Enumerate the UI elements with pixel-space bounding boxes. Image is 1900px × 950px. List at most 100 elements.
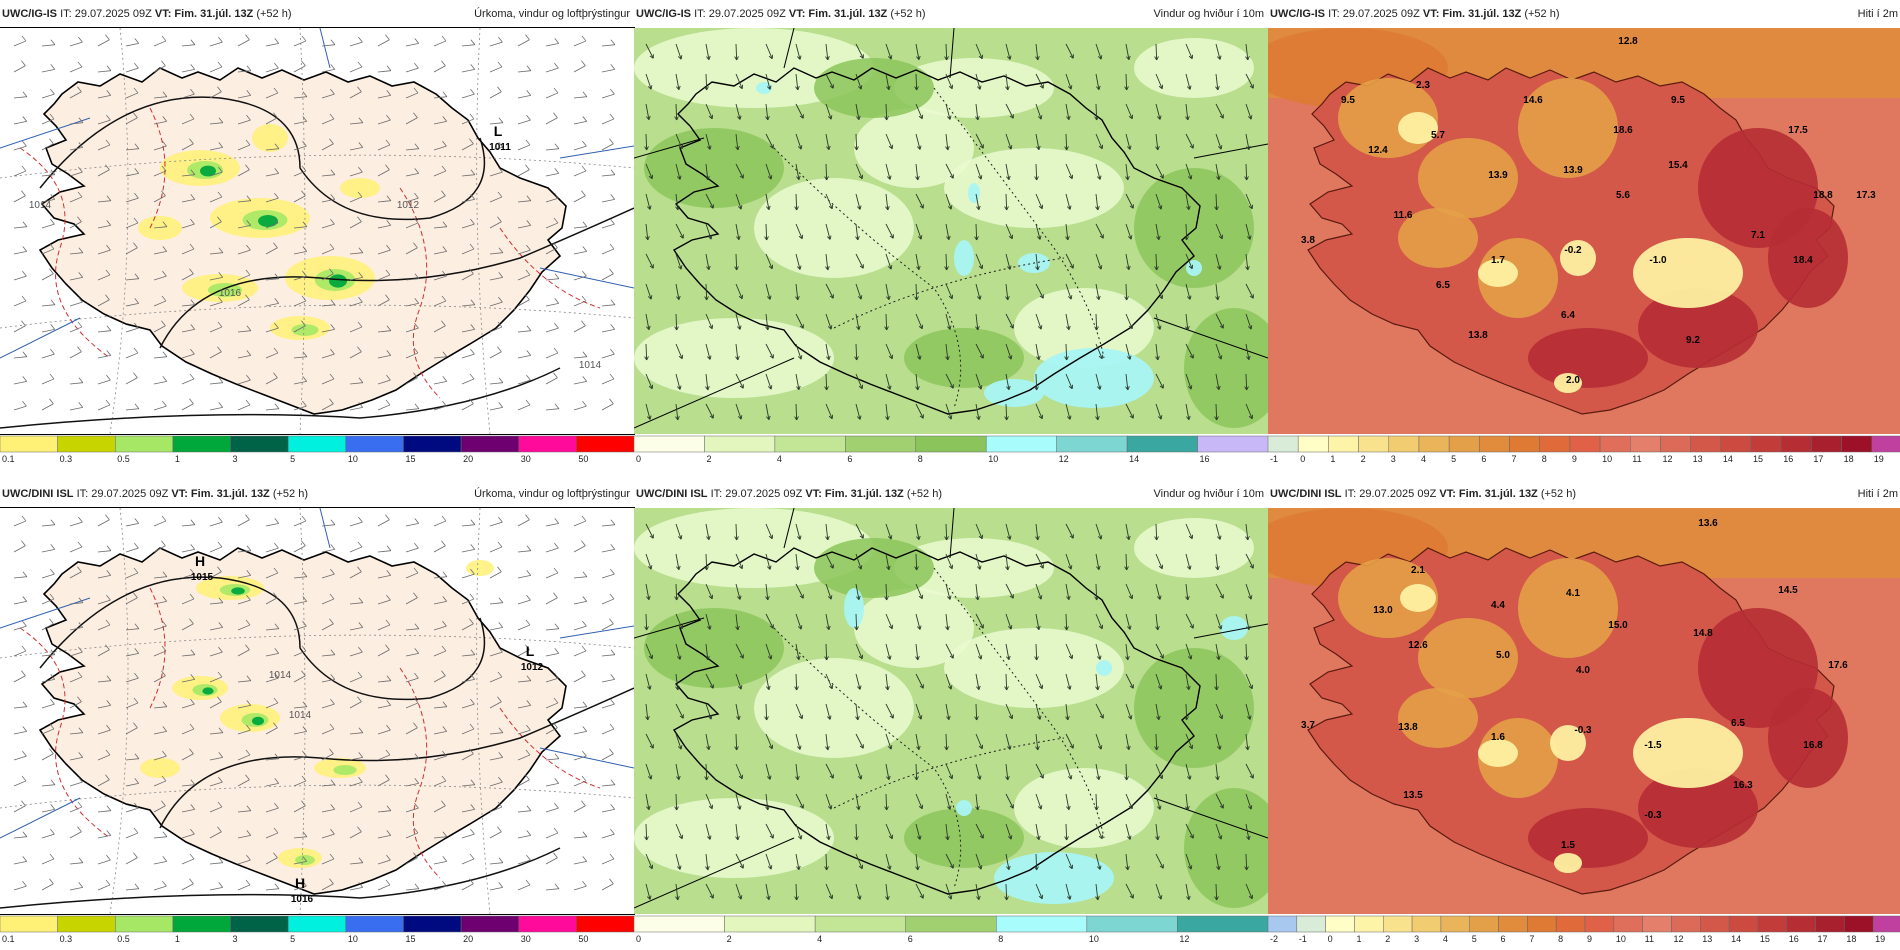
legend-swatch <box>518 915 577 933</box>
temp-hot-area <box>1638 288 1758 368</box>
legend-label: 6 <box>847 454 852 464</box>
svg-text:1014: 1014 <box>269 670 292 681</box>
lat-lon-grid <box>0 28 634 434</box>
wind-strong-area <box>1134 648 1254 768</box>
temp-cold-area <box>1560 240 1596 276</box>
wind-gust-area <box>968 183 980 203</box>
temp-value-label: 13.9 <box>1488 170 1508 181</box>
temp-mid-area <box>1398 688 1478 748</box>
wind-light-area <box>754 658 914 758</box>
legend-label: 7 <box>1512 454 1517 464</box>
svg-text:1015: 1015 <box>191 572 214 583</box>
legend-swatch <box>1700 915 1730 933</box>
legend-label: 12 <box>1179 934 1189 944</box>
precip-blob <box>138 216 182 240</box>
legend-swatch <box>1498 915 1528 933</box>
wind-light-area <box>1014 768 1154 848</box>
temp-cold-area <box>1554 373 1582 393</box>
temp-value-label: 17.5 <box>1788 125 1808 136</box>
legend-swatch <box>403 915 462 933</box>
temp-value-label: 18.8 <box>1813 190 1833 201</box>
precip-blob <box>252 124 288 152</box>
legend-swatch <box>0 915 58 933</box>
pressure-label: 1016 <box>219 288 242 299</box>
legend-label: 16 <box>1200 454 1210 464</box>
legend-label: 11 <box>1632 454 1641 464</box>
legend-label: 4 <box>817 934 822 944</box>
precip-blob <box>340 178 380 198</box>
wind-light-area <box>1134 38 1254 98</box>
legend-swatch <box>518 435 577 453</box>
legend-label: 13 <box>1693 454 1703 464</box>
legend-label: 9 <box>1572 454 1577 464</box>
wind-gust-area <box>1034 348 1154 408</box>
run-info: UWC/IG-IS IT: 29.07.2025 09Z VT: Fim. 31… <box>1270 8 1560 20</box>
iceland-coastline <box>672 67 1201 415</box>
precip-blob-core <box>252 716 264 726</box>
legend-label: 8 <box>998 934 1003 944</box>
legend-label: 5 <box>1472 934 1477 944</box>
lead-time: (+52 h) <box>890 8 926 20</box>
init-time: IT: 29.07.2025 09Z <box>76 488 169 500</box>
legend-bar: -1 0 1 2 3 4 5 6 7 8 9 10 11 12 13 14 15 16 17 18 19 <box>1268 434 1900 466</box>
legend-swatch <box>1630 435 1661 453</box>
wind-light-area <box>854 588 974 668</box>
legend-label: 15 <box>405 934 415 944</box>
legend-swatch <box>996 915 1088 933</box>
legend-label: 0.5 <box>117 934 130 944</box>
lat-lon-grid <box>0 508 634 914</box>
color-legend: 0.1 0.3 0.5 1 3 5 10 15 20 30 50 <box>0 435 634 464</box>
wind-gust-area <box>984 379 1044 407</box>
legend-label: 15 <box>1753 454 1763 464</box>
temp-value-label: 3.8 <box>1301 235 1315 246</box>
legend-label: 50 <box>578 934 588 944</box>
legend-swatch <box>1469 915 1499 933</box>
temp-value-label: 16.8 <box>1803 740 1823 751</box>
legend-label: 0.5 <box>117 454 130 464</box>
valid-label: VT: <box>805 488 822 500</box>
legend-swatch <box>1056 435 1128 453</box>
legend-label: -1 <box>1299 934 1307 944</box>
temp-value-label: 4.1 <box>1566 588 1580 599</box>
precip-blob-core <box>231 587 245 595</box>
legend-swatch <box>230 915 289 933</box>
legend-swatch <box>1388 435 1420 453</box>
run-info: UWC/IG-IS IT: 29.07.2025 09Z VT: Fim. 31… <box>636 8 926 20</box>
legend-label: 6 <box>1501 934 1506 944</box>
temp-mid-area <box>1398 208 1478 268</box>
panel-wind-dini: UWC/DINI ISL IT: 29.07.2025 09Z VT: Fim.… <box>634 480 1268 950</box>
legend-swatch <box>115 915 174 933</box>
legend-label: 3 <box>233 934 238 944</box>
legend-label: 6 <box>908 934 913 944</box>
temp-value-label: 4.4 <box>1491 600 1505 611</box>
legend-swatch <box>1328 435 1359 453</box>
legend-swatch <box>345 915 404 933</box>
panel-header: UWC/IG-IS IT: 29.07.2025 09Z VT: Fim. 31… <box>0 0 634 28</box>
init-time: IT: 29.07.2025 09Z <box>60 8 152 20</box>
legend-label: 7 <box>1529 934 1534 944</box>
legend-label: 3 <box>233 454 238 464</box>
legend-swatch <box>1811 435 1842 453</box>
temp-value-label: 11.6 <box>1394 210 1413 221</box>
temp-value-label: 13.6 <box>1698 518 1718 529</box>
legend-swatch <box>1268 915 1298 933</box>
valid-label: VT: <box>1439 488 1456 500</box>
panel-title: Úrkoma, vindur og loftþrýstingur <box>474 8 630 20</box>
legend-label: 3 <box>1391 454 1396 464</box>
svg-text:L: L <box>526 643 535 659</box>
legend-swatch <box>345 435 404 453</box>
legend-label: 8 <box>1542 454 1547 464</box>
pressure-label: L 1012 <box>521 643 544 673</box>
legend-label: 15 <box>405 454 415 464</box>
legend-swatch <box>287 435 347 453</box>
wind-light-area <box>894 538 1054 598</box>
init-time: IT: 29.07.2025 09Z <box>710 488 803 500</box>
svg-text:1012: 1012 <box>521 662 544 673</box>
panel-header: UWC/IG-IS IT: 29.07.2025 09Z VT: Fim. 31… <box>1268 0 1900 28</box>
legend-label: 6 <box>1481 454 1486 464</box>
panel-temp-dini: UWC/DINI ISL IT: 29.07.2025 09Z VT: Fim.… <box>1268 480 1900 950</box>
temp-value-label: 14.5 <box>1778 585 1798 596</box>
legend-bar: 0.1 0.3 0.5 1 3 5 10 15 20 30 50 <box>0 434 634 466</box>
temp-hot-area <box>1528 808 1648 868</box>
svg-text:1016: 1016 <box>291 894 314 905</box>
